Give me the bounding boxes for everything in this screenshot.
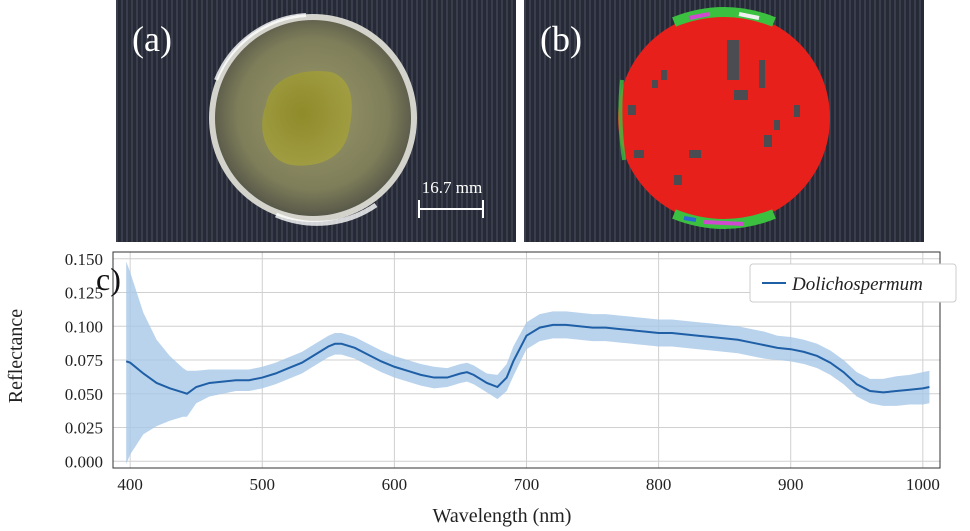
panel-b-label: (b) [540, 19, 582, 59]
y-tick-label: 0.050 [65, 385, 103, 404]
y-tick-label: 0.125 [65, 284, 103, 303]
legend-series-name: Dolichospermum [791, 274, 923, 295]
plot-frame [112, 251, 941, 469]
legend-box [749, 263, 957, 303]
x-tick-label: 600 [382, 475, 408, 494]
y-axis-label: Reflectance [5, 309, 27, 403]
x-tick-label: 700 [514, 475, 540, 494]
scale-bar-line [418, 208, 484, 210]
legend: Dolichospermum [749, 263, 957, 303]
y-tick-label: 0.000 [65, 452, 103, 471]
y-tick-labels: 0.000 0.025 0.050 0.075 0.100 0.125 0.150 [65, 250, 103, 472]
scale-bar-left-tick [418, 200, 420, 218]
y-tick-label: 0.150 [65, 250, 103, 269]
classification-map [524, 0, 924, 242]
x-tick-label: 1000 [906, 475, 940, 494]
y-tick-label: 0.100 [65, 317, 103, 336]
x-tick-label: 500 [250, 475, 276, 494]
x-axis-label: Wavelength (nm) [433, 505, 572, 527]
x-tick-labels: 400 500 600 700 800 900 1000 [117, 475, 939, 494]
scale-bar-label: 16.7 mm [421, 178, 483, 197]
scale-bar: 16.7 mm [416, 178, 488, 218]
x-tick-label: 800 [646, 475, 672, 494]
y-tick-label: 0.075 [65, 351, 103, 370]
mean-reflectance-line [125, 323, 930, 395]
photo-panel-a: (a) 16.7 mm [116, 0, 516, 242]
y-tick-label: 0.025 [65, 419, 103, 438]
panel-c-label: c) [96, 261, 121, 297]
x-tick-label: 900 [778, 475, 804, 494]
x-tick-label: 400 [117, 475, 143, 494]
reflectance-chart: 400 500 600 700 800 900 1000 0.0000.0250.0500.… [5, 250, 957, 527]
petri-dish-photo [116, 0, 516, 242]
std-band [126, 261, 930, 464]
classification-panel-b: (b) [524, 0, 924, 242]
scale-bar-right-tick [482, 200, 484, 218]
panel-a-label: (a) [132, 19, 172, 59]
